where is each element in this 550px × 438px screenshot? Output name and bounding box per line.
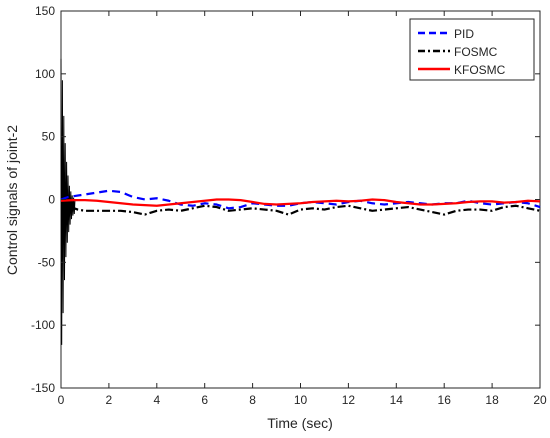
legend: PID FOSMC KFOSMC (409, 18, 535, 81)
y-tick-label: 0 (48, 193, 55, 207)
x-tick-label: 14 (390, 393, 404, 407)
x-tick-label: 18 (485, 393, 499, 407)
x-tick-label: 2 (106, 393, 113, 407)
x-tick-label: 6 (201, 393, 208, 407)
x-tick-label: 20 (533, 393, 547, 407)
y-tick-label: -150 (31, 381, 55, 395)
y-tick-label: -50 (38, 255, 56, 269)
legend-label-fosmc: FOSMC (454, 45, 498, 59)
y-tick-label: -100 (31, 318, 55, 332)
x-tick-label: 10 (294, 393, 308, 407)
fosmc-series-line (70, 204, 541, 216)
x-tick-label: 0 (58, 393, 65, 407)
y-tick-label: 100 (35, 67, 55, 81)
kfosmc-series-line (60, 198, 541, 207)
y-tick-label: 150 (35, 4, 55, 18)
y-axis-label: Control signals of joint-2 (4, 125, 20, 275)
x-axis-label: Time (sec) (267, 415, 333, 431)
y-tick-label: 50 (42, 130, 56, 144)
x-tick-label: 4 (153, 393, 160, 407)
legend-label-kfosmc: KFOSMC (454, 63, 506, 77)
x-tick-label: 16 (438, 393, 452, 407)
x-tick-label: 12 (342, 393, 356, 407)
legend-label-pid: PID (454, 27, 474, 41)
x-tick-label: 8 (249, 393, 256, 407)
series-layer (60, 58, 541, 345)
tick-layer: 0 2 4 6 8 10 12 14 16 18 20 -150 -100 -50 0 50 100 150 (31, 4, 547, 407)
